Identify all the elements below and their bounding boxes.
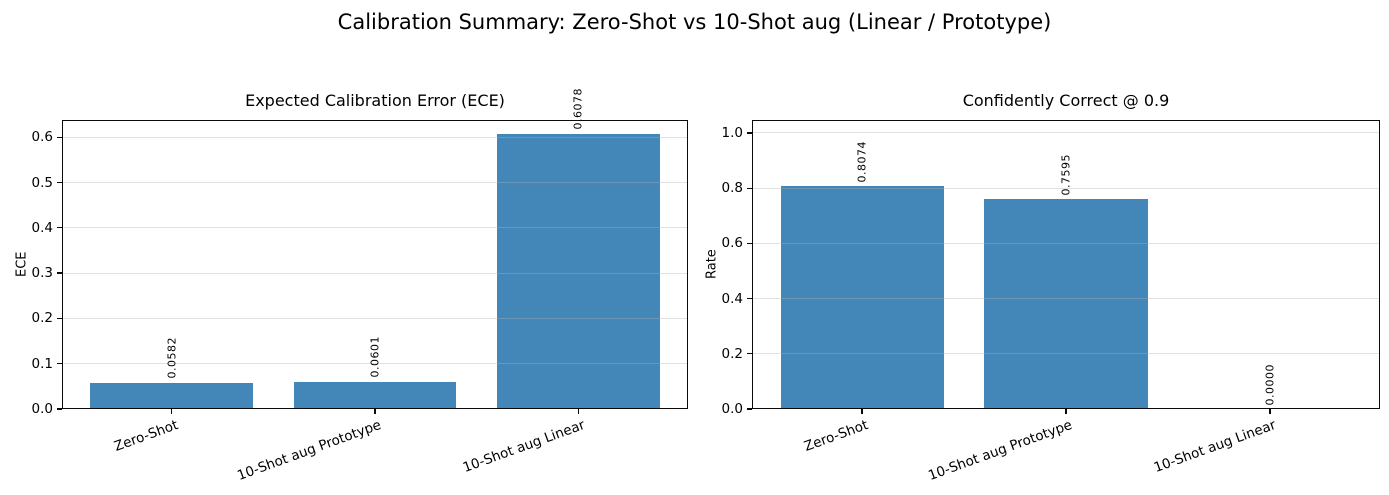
gridline <box>62 272 688 274</box>
x-tick-label: Zero-Shot <box>802 417 871 455</box>
gridline <box>752 353 1380 355</box>
bar-value-label: 0.0000 <box>1263 363 1277 406</box>
gridline <box>752 187 1380 189</box>
x-tick-mark <box>1269 409 1271 414</box>
y-tick-mark <box>57 136 62 138</box>
subplot-title: Confidently Correct @ 0.9 <box>962 91 1170 110</box>
x-tick-mark <box>1065 409 1067 414</box>
x-tick-mark <box>374 409 376 414</box>
gridline <box>752 132 1380 134</box>
x-tick-mark <box>577 409 579 414</box>
y-tick-mark <box>747 408 752 410</box>
y-axis-label: Rate <box>704 249 720 280</box>
y-tick-label: 0.0 <box>721 401 743 417</box>
y-tick-label: 0.6 <box>31 129 53 146</box>
gridline <box>62 363 688 365</box>
bar-zero-shot <box>90 382 254 409</box>
x-tick-label: Zero-Shot <box>111 417 181 455</box>
y-tick-mark <box>747 242 752 245</box>
bar-value-label: 0.0601 <box>368 336 382 378</box>
y-tick-label: 0.3 <box>31 265 53 282</box>
y-tick-label: 0.0 <box>31 401 53 417</box>
axes-confidently-correct: Confidently Correct @ 0.9 Rate 0.0 0.2 0.4 0.… <box>705 91 1380 484</box>
x-tick-label: 10-Shot aug Linear <box>460 417 587 477</box>
bar-10-shot-aug-prototype <box>293 381 457 409</box>
bar-value-label: 0.8074 <box>855 140 869 183</box>
bar-10-shot-aug-linear <box>496 133 660 409</box>
bar-zero-shot <box>780 186 944 409</box>
axes-ece: Expected Calibration Error (ECE) ECE 0.0 0.… <box>15 88 688 484</box>
y-tick-mark <box>57 181 62 184</box>
y-tick-label: 1.0 <box>721 124 743 141</box>
x-tick-label: 10-Shot aug Prototype <box>926 417 1075 484</box>
y-axis-label: ECE <box>14 251 30 278</box>
subplot-title: Expected Calibration Error (ECE) <box>245 91 505 110</box>
y-tick-mark <box>747 353 752 355</box>
x-tick-label: 10-Shot aug Prototype <box>235 417 384 484</box>
gridline <box>62 182 688 183</box>
y-tick-mark <box>57 317 62 320</box>
y-tick-label: 0.4 <box>31 219 53 236</box>
y-tick-mark <box>57 363 62 365</box>
y-tick-mark <box>747 187 752 189</box>
y-tick-mark <box>747 132 752 134</box>
y-tick-mark <box>747 297 752 300</box>
y-tick-label: 0.6 <box>721 235 743 252</box>
y-tick-label: 0.2 <box>721 345 743 362</box>
figure-title: Calibration Summary: Zero-Shot vs 10-Sho… <box>337 10 1052 34</box>
bar-10-shot-aug-prototype <box>984 199 1148 409</box>
y-tick-label: 0.1 <box>31 355 53 372</box>
y-tick-label: 0.8 <box>721 180 743 197</box>
y-tick-label: 0.2 <box>31 310 53 327</box>
gridline <box>752 242 1380 244</box>
y-tick-label: 0.5 <box>31 174 53 191</box>
x-tick-mark <box>171 409 173 414</box>
gridline <box>62 136 688 138</box>
x-tick-label: 10-Shot aug Linear <box>1151 417 1279 477</box>
gridline <box>62 227 688 229</box>
y-tick-mark <box>57 272 62 274</box>
y-tick-mark <box>57 227 62 229</box>
y-tick-mark <box>57 408 62 410</box>
y-tick-label: 0.4 <box>721 290 743 307</box>
gridline <box>62 317 688 319</box>
x-tick-mark <box>861 409 863 414</box>
gridline <box>752 298 1380 300</box>
bar-value-label: 0.7595 <box>1059 153 1073 196</box>
bar-value-label: 0.0582 <box>165 337 179 379</box>
